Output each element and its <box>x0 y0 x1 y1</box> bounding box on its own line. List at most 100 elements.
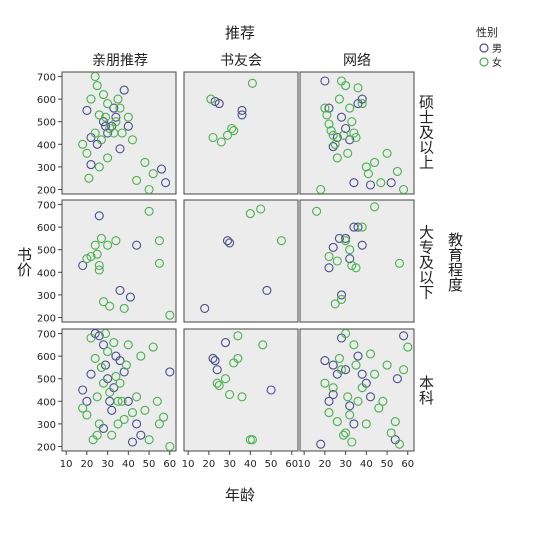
data-point-male <box>210 356 220 366</box>
y-tick-label: 300 <box>37 163 56 174</box>
data-point-male <box>345 254 355 264</box>
data-point-female <box>154 419 164 429</box>
data-point-female <box>247 435 257 445</box>
data-point-female <box>351 132 361 143</box>
data-point-female <box>113 94 123 104</box>
data-point-female <box>107 430 117 440</box>
data-point-female <box>127 135 138 145</box>
data-point-female <box>347 437 357 447</box>
data-point-male <box>320 356 330 366</box>
data-point-male <box>109 103 119 113</box>
data-point-male <box>161 178 171 188</box>
x-tick-label: 20 <box>81 459 94 470</box>
data-point-female <box>98 90 109 100</box>
data-point-female <box>361 419 371 429</box>
data-point-female <box>357 222 367 232</box>
data-point-male <box>200 303 210 313</box>
data-point-male <box>386 178 396 188</box>
data-point-male <box>214 99 224 109</box>
data-point-male <box>123 121 133 131</box>
data-point-male <box>136 430 146 440</box>
panel-frame <box>183 328 299 452</box>
data-point-female <box>208 132 218 143</box>
data-point-male <box>78 385 88 395</box>
data-point-female <box>322 110 332 120</box>
x-tick-label: 40 <box>360 459 373 470</box>
data-point-female <box>343 148 353 158</box>
data-point-female <box>96 135 106 145</box>
legend-label-female: 女 <box>492 56 502 69</box>
data-point-female <box>159 412 169 422</box>
data-point-female <box>338 130 349 140</box>
data-point-female <box>258 340 268 350</box>
data-point-male <box>336 112 347 122</box>
x-tick-label: 10 <box>298 459 311 470</box>
data-point-female <box>357 99 367 109</box>
data-point-female <box>390 417 400 427</box>
data-point-male <box>220 338 231 348</box>
data-point-female <box>119 414 129 424</box>
panel-points <box>200 204 286 313</box>
data-point-male <box>115 285 125 295</box>
x-tick-label: 30 <box>339 459 352 470</box>
x-tick-label: 50 <box>381 459 394 470</box>
data-point-female <box>212 378 222 388</box>
data-point-female <box>82 148 92 158</box>
data-point-female <box>336 365 347 375</box>
data-point-female <box>338 430 349 440</box>
panel-frame <box>183 71 299 195</box>
data-point-female <box>216 137 226 147</box>
y-tick-label: 300 <box>37 291 56 302</box>
data-point-male <box>365 392 376 402</box>
y-tick-label: 600 <box>37 223 56 234</box>
data-point-female <box>144 435 154 445</box>
data-point-female <box>326 126 336 136</box>
data-point-male <box>212 365 222 375</box>
y-tick-label: 200 <box>37 185 56 196</box>
data-point-female <box>123 112 133 122</box>
data-point-female <box>347 117 357 127</box>
data-point-male <box>111 112 121 122</box>
y-tick-label: 600 <box>37 352 56 363</box>
legend-label-male: 男 <box>492 43 502 55</box>
data-point-female <box>117 396 127 406</box>
data-point-female <box>86 94 96 104</box>
data-point-male <box>324 263 334 273</box>
y-tick-label: 400 <box>37 140 56 151</box>
data-point-female <box>324 251 334 262</box>
data-point-male <box>208 353 218 363</box>
data-point-female <box>100 112 111 122</box>
panel-frame <box>299 71 415 195</box>
panel-frame <box>183 199 299 323</box>
data-point-female <box>117 128 127 138</box>
data-point-female <box>365 349 376 359</box>
data-point-female <box>256 204 266 214</box>
data-point-male <box>86 369 96 379</box>
data-point-female <box>237 392 247 402</box>
panel-frame <box>61 71 177 195</box>
data-point-female <box>105 301 115 311</box>
data-point-female <box>222 130 233 140</box>
data-point-male <box>328 360 338 370</box>
x-tick-label: 40 <box>244 459 257 470</box>
data-point-female <box>245 209 255 219</box>
data-point-female <box>394 439 405 449</box>
data-point-female <box>316 184 326 195</box>
data-point-female <box>332 417 342 427</box>
data-point-female <box>109 338 119 348</box>
data-point-male <box>336 290 347 300</box>
data-point-female <box>148 342 158 352</box>
data-point-male <box>353 222 363 232</box>
data-point-female <box>227 123 237 134</box>
data-point-female <box>343 392 353 402</box>
data-point-female <box>92 249 102 259</box>
data-point-female <box>136 351 146 361</box>
data-point-female <box>345 103 355 113</box>
panel-grid <box>61 71 415 452</box>
data-point-female <box>357 383 367 393</box>
row-facet-title: 教育程度 <box>446 232 464 292</box>
data-point-female <box>399 184 409 195</box>
data-point-female <box>332 153 342 163</box>
data-point-male <box>365 180 376 190</box>
data-point-female <box>140 405 150 415</box>
